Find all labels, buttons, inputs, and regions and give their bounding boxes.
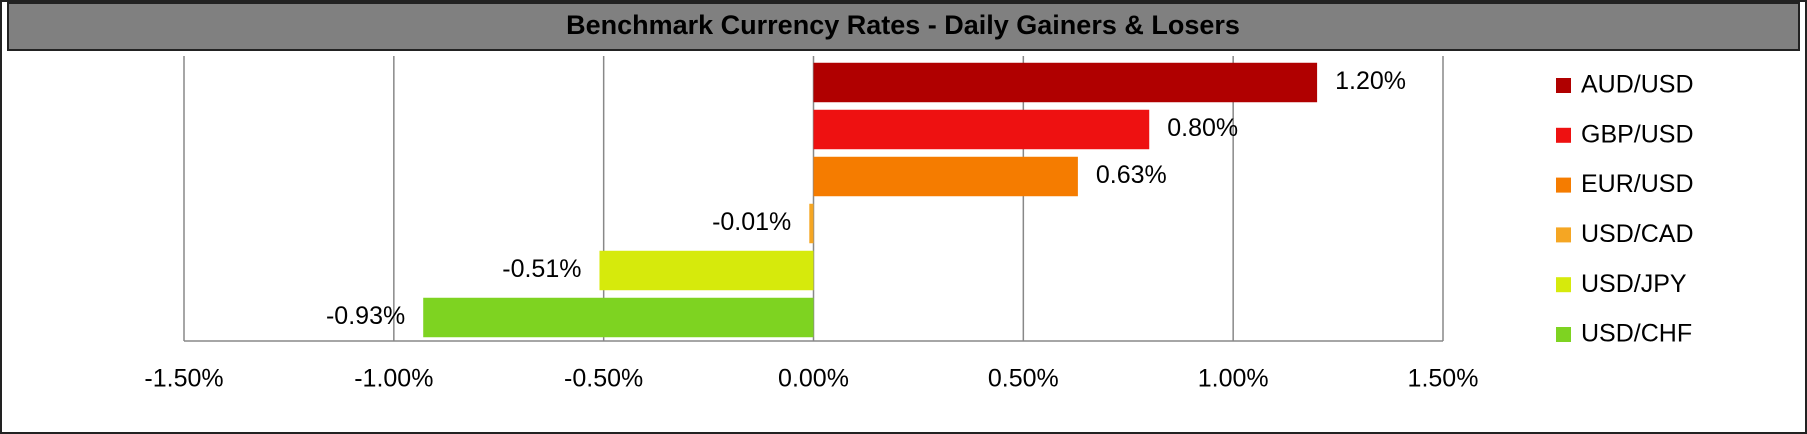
value-label: 1.20% (1335, 67, 1406, 95)
x-tick-label: 0.00% (778, 365, 849, 393)
x-tick-label: 1.50% (1408, 365, 1479, 393)
bar (809, 203, 814, 244)
bar (813, 62, 1318, 103)
value-label: -0.51% (502, 255, 581, 283)
legend-label: EUR/USD (1581, 170, 1694, 198)
x-tick-label: -1.50% (144, 365, 223, 393)
legend-swatch (1556, 78, 1571, 93)
legend-swatch (1556, 327, 1571, 342)
legend-swatch (1556, 277, 1571, 293)
bar (423, 297, 814, 338)
title-bar (7, 2, 1800, 51)
chart-title: Benchmark Currency Rates - Daily Gainers… (566, 10, 1240, 40)
x-tick-label: -0.50% (564, 365, 643, 393)
legend-label: USD/CHF (1581, 320, 1692, 348)
value-label: -0.93% (326, 302, 405, 330)
x-tick-label: 0.50% (988, 365, 1059, 393)
legend-swatch (1556, 177, 1571, 193)
x-tick-label: -1.00% (354, 365, 433, 393)
x-tick-label: 1.00% (1198, 365, 1269, 393)
value-label: 0.80% (1167, 114, 1238, 142)
legend-label: USD/JPY (1581, 270, 1687, 298)
legend-label: GBP/USD (1581, 120, 1694, 148)
bar (813, 109, 1150, 150)
legend-label: USD/CAD (1581, 220, 1694, 248)
value-label: -0.01% (712, 208, 791, 236)
legend-swatch (1556, 127, 1571, 143)
bar (813, 156, 1078, 197)
legend-swatch (1556, 227, 1571, 243)
bar (599, 250, 814, 291)
legend-label: AUD/USD (1581, 71, 1694, 99)
value-label: 0.63% (1096, 161, 1167, 189)
